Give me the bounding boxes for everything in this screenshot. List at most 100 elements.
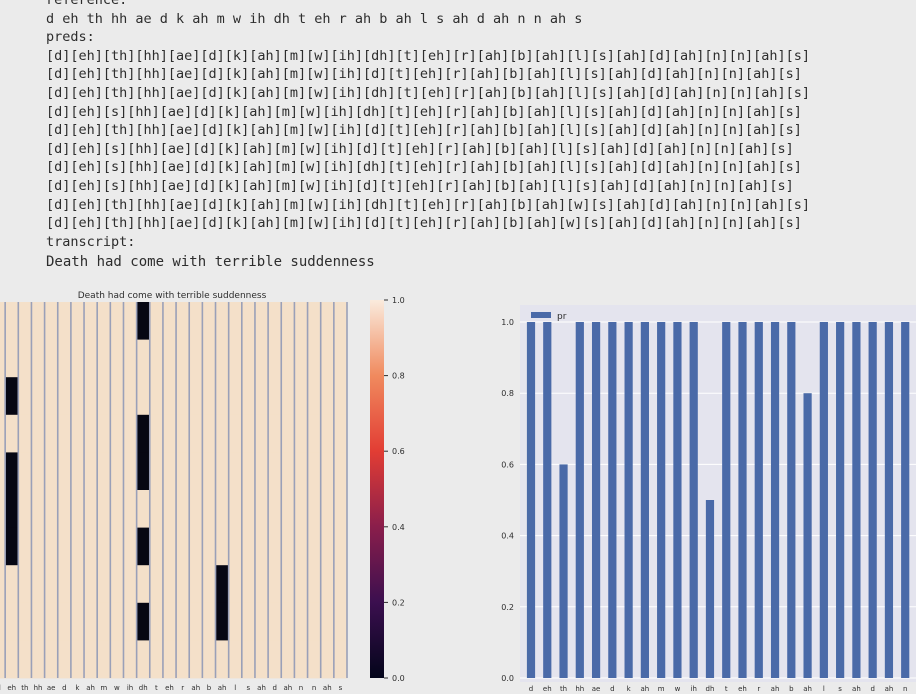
- bar-y-tick-labels: 0.0 0.2 0.4 0.6 0.8 1.0: [501, 318, 514, 683]
- heatmap-cell: [57, 452, 72, 491]
- heatmap-cell: [189, 640, 203, 679]
- bar-plot-area: [520, 305, 916, 682]
- heatmap-cell: [189, 414, 203, 453]
- heatmap-cell: [44, 565, 59, 604]
- pred-line: [d][eh][th][hh][ae][d][k][ah][m][w][ih][…: [46, 84, 811, 101]
- heatmap-cell: [333, 640, 348, 679]
- heatmap-cell: [5, 565, 19, 604]
- heatmap-x-tick-label: n: [312, 684, 316, 692]
- transcript-label: transcript:: [46, 233, 136, 250]
- pred-line: [d][eh][s][hh][ae][d][k][ah][m][w][ih][d…: [46, 159, 802, 176]
- heatmap-cell: [31, 565, 45, 604]
- heatmap-x-tick-label: k: [75, 684, 80, 692]
- heatmap-cell: [162, 565, 177, 604]
- bar-y-tick-label: 0.8: [501, 389, 514, 398]
- heatmap-cell: [110, 339, 124, 378]
- heatmap-cell: [228, 339, 243, 378]
- heatmap-cell: [123, 490, 138, 528]
- bar-x-tick-label: b: [789, 685, 794, 693]
- heatmap-cell: [123, 452, 138, 491]
- heatmap-cell: [333, 565, 348, 604]
- heatmap-cell: [268, 302, 282, 340]
- heatmap-cell: [84, 527, 98, 566]
- heatmap-x-tick-label: b: [207, 684, 212, 692]
- bar: [787, 322, 796, 678]
- heatmap-x-tick-label: n: [299, 684, 303, 692]
- heatmap-cell: [281, 302, 295, 340]
- heatmap-cell: [176, 339, 190, 378]
- heatmap-cell: [97, 527, 111, 566]
- heatmap-cell: [294, 602, 308, 641]
- heatmap-cell: [162, 527, 177, 566]
- heatmap-cell: [18, 602, 32, 641]
- heatmap-cell: [189, 490, 203, 528]
- heatmap-x-tick-label: hh: [34, 684, 43, 692]
- heatmap-cell: [136, 302, 151, 340]
- heatmap-cell: [254, 490, 269, 528]
- heatmap-cell: [254, 302, 269, 340]
- heatmap-cell: [0, 339, 6, 378]
- bar: [770, 322, 780, 678]
- heatmap-x-tick-label: ah: [257, 684, 266, 692]
- heatmap-cell: [215, 414, 230, 453]
- heatmap-cell: [228, 640, 243, 679]
- heatmap-cell: [176, 302, 190, 340]
- heatmap-cell: [57, 339, 72, 378]
- heatmap-cell: [307, 640, 322, 679]
- reference-phones: d eh th hh ae d k ah m w ih dh t eh r ah…: [46, 10, 583, 27]
- heatmap-cell: [228, 602, 243, 641]
- bar-x-tick-label: m: [658, 685, 665, 693]
- bar: [754, 322, 763, 678]
- heatmap-cell: [31, 302, 45, 340]
- heatmap-cell: [123, 527, 138, 566]
- heatmap-cell: [202, 527, 216, 566]
- bar-x-tick-label: w: [675, 685, 681, 693]
- heatmap-cell: [5, 339, 19, 378]
- heatmap-cell: [241, 640, 256, 679]
- heatmap-cell: [268, 602, 282, 641]
- heatmap-cell: [31, 527, 45, 566]
- heatmap-cell: [189, 339, 203, 378]
- heatmap-cell: [294, 377, 308, 416]
- heatmap-cell: [268, 527, 282, 566]
- heatmap-cell: [333, 602, 348, 641]
- heatmap-cell: [176, 565, 190, 604]
- heatmap-cell: [0, 602, 6, 641]
- heatmap-cell: [241, 339, 256, 378]
- heatmap-cell: [136, 339, 151, 378]
- bar-gridlines: [520, 321, 916, 679]
- heatmap-cell: [123, 377, 138, 416]
- heatmap-cell: [281, 414, 295, 453]
- colorbar-tick-label: 1.0: [392, 296, 405, 305]
- heatmap-x-tick-label: ih: [127, 684, 133, 692]
- bar-x-tick-label: eh: [738, 685, 747, 693]
- heatmap-cell: [44, 452, 59, 491]
- heatmap-cell: [307, 527, 322, 566]
- heatmap-cell: [281, 452, 295, 491]
- heatmap-cell: [241, 490, 256, 528]
- bar-x-tick-label: ah: [852, 685, 861, 693]
- heatmap-cell: [254, 414, 269, 453]
- legend-swatch: [531, 312, 551, 318]
- heatmap-cell: [254, 527, 269, 566]
- heatmap-cell: [294, 640, 308, 679]
- heatmap-cell: [215, 339, 230, 378]
- heatmap-cell: [44, 414, 59, 453]
- bar: [526, 322, 536, 678]
- bar-x-tick-label: ae: [592, 685, 601, 693]
- heatmap-cell: [44, 527, 59, 566]
- heatmap-cell: [136, 565, 151, 604]
- heatmap-cell: [320, 377, 335, 416]
- heatmap-cell: [57, 490, 72, 528]
- heatmap-cell: [18, 640, 32, 679]
- heatmap-cell: [268, 640, 282, 679]
- heatmap-cell: [31, 490, 45, 528]
- heatmap-cell: [97, 452, 111, 491]
- heatmap-cell: [44, 377, 59, 416]
- pred-line: [d][eh][th][hh][ae][d][k][ah][m][w][ih][…: [46, 215, 802, 232]
- heatmap-cell: [5, 302, 19, 340]
- heatmap-cell: [18, 527, 32, 566]
- bar-x-tick-label: ah: [641, 685, 650, 693]
- heatmap-x-tick-label: ah: [323, 684, 332, 692]
